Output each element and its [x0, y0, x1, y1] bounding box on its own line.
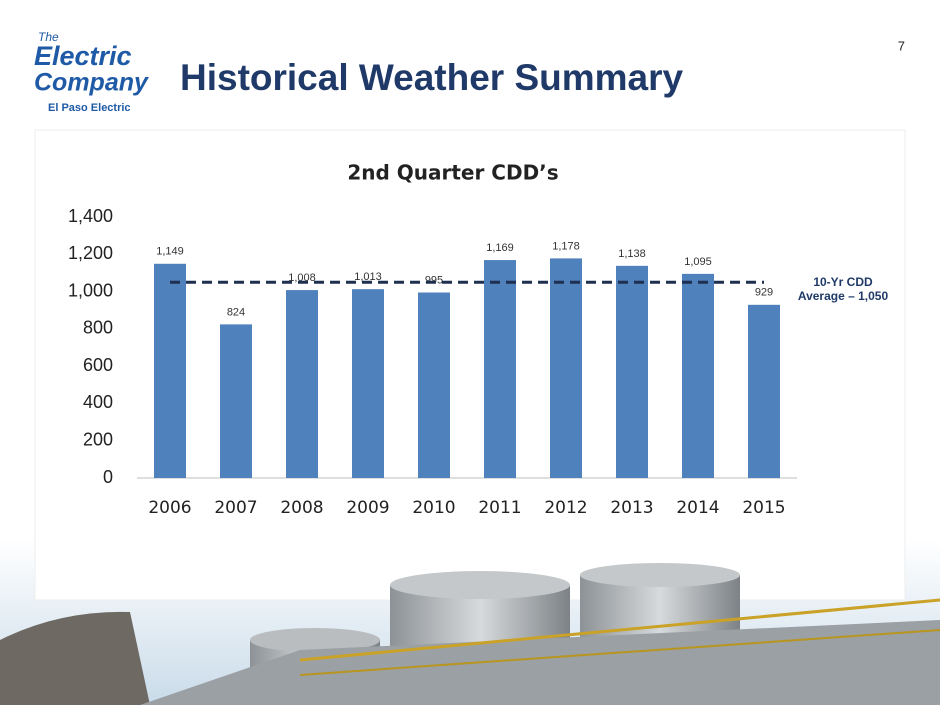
x-tick-label: 2014 [676, 498, 719, 518]
bar [682, 273, 714, 478]
value-label: 1,178 [552, 240, 580, 252]
value-label: 824 [227, 306, 245, 318]
x-tick-label: 2010 [412, 498, 455, 518]
y-tick-label: 1,200 [68, 243, 113, 263]
value-label: 929 [755, 287, 773, 299]
chart-title: 2nd Quarter CDD’s [347, 161, 558, 185]
bar [154, 263, 186, 478]
value-label: 995 [425, 274, 443, 286]
y-tick-label: 600 [83, 355, 113, 375]
y-tick-label: 1,400 [68, 206, 113, 226]
bar [286, 290, 318, 478]
logo-line2: Company [34, 69, 149, 97]
x-tick-label: 2007 [214, 498, 257, 518]
y-tick-label: 1,000 [68, 280, 113, 300]
bar [748, 304, 780, 478]
average-label: 10-Yr CDD [813, 275, 873, 289]
value-label: 1,095 [684, 256, 712, 268]
value-label: 1,013 [354, 271, 382, 283]
x-tick-label: 2012 [544, 498, 587, 518]
x-tick-label: 2008 [280, 498, 323, 518]
x-tick-label: 2006 [148, 498, 191, 518]
logo-line1: Electric [34, 41, 132, 71]
x-tick-label: 2009 [346, 498, 389, 518]
x-tick-label: 2015 [742, 498, 785, 518]
y-tick-label: 200 [83, 429, 113, 449]
page-number: 7 [898, 38, 905, 53]
bar [484, 260, 516, 478]
y-tick-label: 800 [83, 318, 113, 338]
bar [352, 289, 384, 478]
bar [418, 292, 450, 478]
background-photo [0, 129, 940, 705]
x-tick-label: 2011 [478, 498, 521, 518]
slide-title: Historical Weather Summary [180, 57, 684, 98]
value-label: 1,169 [486, 242, 514, 254]
logo-the: The [38, 30, 59, 44]
logo: The Electric Company El Paso Electric [34, 30, 149, 114]
logo-company: El Paso Electric [48, 102, 131, 114]
plot: 0 200 400 600 800 1,000 1,200 1,400 2006 1,149 200… [68, 206, 889, 518]
y-tick-label: 400 [83, 392, 113, 412]
value-label: 1,008 [288, 272, 316, 284]
bar [220, 324, 252, 478]
value-label: 1,138 [618, 248, 646, 260]
average-label: Average – 1,050 [798, 289, 889, 303]
bar [616, 265, 648, 478]
value-label: 1,149 [156, 246, 184, 258]
x-tick-label: 2013 [610, 498, 653, 518]
bar [550, 258, 582, 478]
y-tick-label: 0 [103, 467, 113, 487]
